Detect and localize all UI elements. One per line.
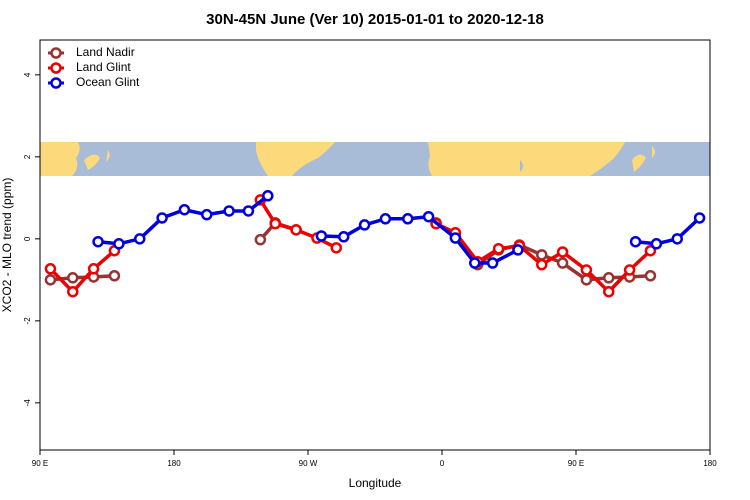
data-point: [693, 212, 706, 224]
plot-frame: [39, 39, 711, 451]
data-point: [358, 219, 371, 231]
data-point: [67, 285, 79, 298]
data-point: [536, 258, 548, 271]
data-point: [644, 270, 657, 282]
data-point: [262, 190, 274, 202]
data-point: [44, 274, 57, 286]
data-point: [269, 217, 281, 230]
data-point: [92, 235, 104, 248]
data-point: [671, 233, 683, 245]
y-axis-label: XCO2 - MLO trend (ppm): [0, 178, 14, 313]
data-point: [87, 263, 100, 275]
x-tick-label: 90 W: [299, 459, 318, 468]
data-point: [492, 242, 505, 255]
data-point: [422, 210, 435, 223]
data-point: [108, 270, 121, 282]
series-line: [49, 249, 116, 294]
legend-label: Land Glint: [76, 60, 131, 74]
data-point: [337, 231, 350, 243]
data-point: [330, 242, 343, 254]
data-point: [580, 274, 593, 286]
y-tick-label: -2: [23, 317, 32, 325]
x-tick-label: 180: [703, 459, 717, 468]
data-point: [178, 203, 191, 216]
data-point: [556, 257, 569, 269]
data-point: [556, 246, 569, 258]
series-line: [97, 194, 269, 246]
legend-label: Land Nadir: [76, 45, 135, 59]
data-point: [623, 264, 636, 276]
data-point: [644, 244, 657, 257]
data-point: [242, 205, 255, 217]
data-point: [402, 213, 414, 225]
legend-marker: [50, 47, 62, 59]
x-tick-label: 90 E: [568, 459, 584, 468]
legend-label: Ocean Glint: [76, 75, 140, 89]
y-tick-label: -4: [23, 399, 32, 407]
x-tick-label: 0: [440, 459, 445, 468]
data-point: [254, 233, 267, 246]
series-line: [321, 214, 519, 265]
x-tick-label: 90 E: [32, 459, 48, 468]
data-point: [449, 232, 462, 244]
data-point: [486, 257, 499, 269]
data-point: [379, 213, 392, 225]
data-point: [223, 205, 235, 217]
data-point: [603, 272, 615, 284]
y-tick-label: 0: [23, 236, 32, 241]
x-tick-label: 180: [167, 459, 181, 468]
data-point: [201, 208, 213, 221]
series-line: [635, 216, 701, 246]
legend-marker: [50, 77, 62, 89]
data-point: [512, 244, 524, 256]
legend-marker: [50, 62, 62, 74]
data-point: [315, 230, 328, 242]
data-point: [290, 224, 302, 236]
world-map: [40, 142, 710, 176]
data-point: [44, 263, 57, 275]
data-point: [580, 264, 593, 276]
data-point: [629, 235, 642, 248]
data-point: [67, 272, 79, 284]
data-point: [650, 238, 663, 250]
x-axis-label: Longitude: [349, 476, 402, 490]
data-point: [536, 249, 548, 261]
data-point: [603, 285, 615, 298]
data-point: [134, 233, 146, 245]
y-tick-label: 4: [23, 72, 32, 77]
data-point: [156, 212, 168, 224]
chart-title: 30N-45N June (Ver 10) 2015-01-01 to 2020…: [206, 11, 544, 28]
y-tick-label: 2: [23, 154, 32, 159]
data-point: [113, 238, 125, 250]
data-point: [469, 257, 481, 269]
